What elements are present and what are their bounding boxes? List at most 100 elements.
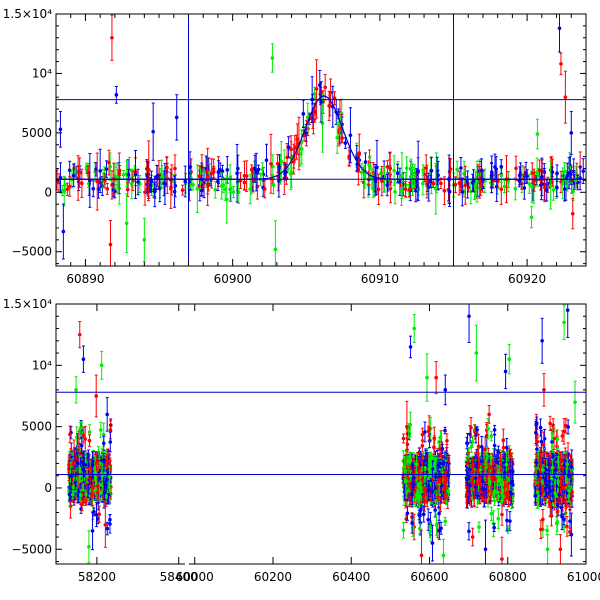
data-point bbox=[212, 165, 216, 179]
x-tick-label: 60900 bbox=[214, 272, 252, 286]
data-point bbox=[91, 180, 96, 198]
data-point bbox=[95, 475, 100, 497]
data-point bbox=[540, 484, 545, 497]
data-point bbox=[62, 175, 67, 207]
data-point bbox=[474, 324, 479, 382]
data-point bbox=[560, 503, 564, 531]
data-point bbox=[107, 465, 112, 488]
data-point bbox=[107, 149, 111, 176]
data-point bbox=[550, 166, 555, 178]
data-point bbox=[434, 513, 439, 537]
data-point bbox=[355, 156, 359, 173]
data-point bbox=[547, 469, 552, 493]
data-point bbox=[78, 422, 83, 436]
data-point bbox=[468, 476, 472, 495]
data-point bbox=[94, 374, 99, 418]
data-point bbox=[94, 502, 99, 528]
data-point bbox=[375, 139, 379, 195]
data-point bbox=[469, 417, 473, 438]
data-point bbox=[108, 431, 113, 453]
data-point bbox=[172, 175, 177, 208]
data-point bbox=[362, 166, 367, 189]
data-point bbox=[434, 361, 438, 395]
data-point bbox=[441, 538, 446, 564]
series-1 bbox=[124, 43, 578, 266]
data-point bbox=[169, 168, 173, 209]
data-point bbox=[559, 52, 563, 76]
data-point bbox=[406, 423, 411, 439]
data-point bbox=[439, 521, 443, 535]
data-point bbox=[443, 374, 448, 406]
data-point bbox=[440, 443, 445, 454]
x-tick-label: 58200 bbox=[78, 570, 116, 584]
data-point bbox=[541, 509, 545, 530]
data-point bbox=[414, 454, 419, 475]
data-point bbox=[501, 438, 506, 457]
data-point bbox=[367, 155, 372, 175]
x-tick-label: 60920 bbox=[508, 272, 546, 286]
y-tick-label: 1.5×10⁴ bbox=[3, 7, 52, 21]
data-point bbox=[442, 176, 447, 206]
y-tick-label: 5000 bbox=[21, 126, 52, 140]
data-point bbox=[562, 513, 566, 526]
data-point bbox=[291, 149, 296, 175]
data-point bbox=[105, 397, 109, 432]
y-tick-label: 10⁴ bbox=[32, 358, 52, 372]
data-point bbox=[421, 172, 425, 196]
data-point bbox=[183, 165, 188, 198]
data-point bbox=[565, 180, 569, 192]
data-point bbox=[540, 157, 544, 197]
data-point bbox=[151, 102, 155, 161]
data-point bbox=[110, 14, 114, 61]
data-point bbox=[565, 459, 570, 470]
data-point bbox=[470, 459, 475, 472]
data-point bbox=[242, 160, 247, 191]
data-point bbox=[286, 136, 291, 159]
data-point bbox=[405, 438, 410, 450]
data-point bbox=[87, 530, 91, 564]
data-point bbox=[433, 502, 437, 518]
data-point bbox=[562, 304, 566, 341]
data-point bbox=[423, 455, 427, 467]
data-point bbox=[422, 486, 427, 494]
data-point bbox=[421, 505, 426, 523]
data-point bbox=[499, 159, 504, 175]
data-point bbox=[473, 424, 477, 440]
data-point bbox=[566, 419, 570, 435]
data-point bbox=[425, 164, 429, 199]
data-point bbox=[538, 454, 543, 474]
y-tick-label: 0 bbox=[44, 185, 52, 199]
data-point bbox=[289, 135, 293, 164]
data-point bbox=[273, 220, 278, 266]
data-point bbox=[254, 152, 259, 192]
data-point bbox=[89, 484, 94, 507]
plot-area bbox=[56, 14, 586, 266]
data-point bbox=[83, 425, 88, 453]
data-point bbox=[392, 155, 396, 187]
data-point bbox=[505, 485, 509, 500]
data-point bbox=[558, 534, 563, 564]
data-point bbox=[570, 198, 575, 230]
data-point bbox=[71, 164, 76, 188]
data-point bbox=[77, 321, 82, 349]
data-point bbox=[487, 405, 491, 424]
y-tick-label: −5000 bbox=[11, 245, 52, 259]
data-point bbox=[542, 172, 547, 203]
data-point bbox=[270, 43, 275, 73]
data-point bbox=[412, 314, 417, 343]
data-point bbox=[165, 156, 169, 179]
data-point bbox=[88, 153, 92, 208]
data-point bbox=[416, 460, 421, 481]
data-point bbox=[560, 430, 565, 442]
data-point bbox=[260, 162, 265, 177]
data-point bbox=[314, 59, 319, 119]
data-point bbox=[445, 433, 449, 449]
data-point bbox=[262, 179, 267, 199]
data-point bbox=[513, 177, 518, 201]
data-point bbox=[117, 152, 122, 195]
data-point bbox=[430, 460, 435, 477]
data-point bbox=[537, 159, 542, 182]
data-point bbox=[569, 512, 574, 557]
x-tick-label: 60910 bbox=[361, 272, 399, 286]
